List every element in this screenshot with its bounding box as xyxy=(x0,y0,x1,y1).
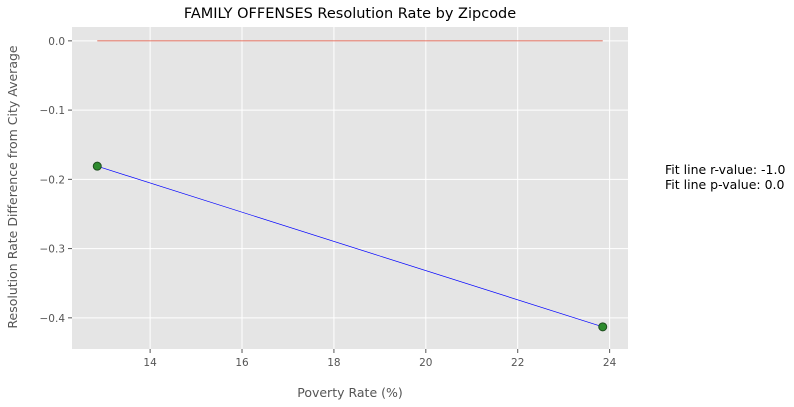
x-tick-label: 22 xyxy=(511,357,524,369)
plot-area xyxy=(72,27,628,349)
y-tick-label: −0.2 xyxy=(40,174,66,186)
data-point xyxy=(598,322,608,332)
y-axis-label: Resolution Rate Difference from City Ave… xyxy=(5,45,20,329)
y-axis-ticks: 0.0 −0.1 −0.2 −0.3 −0.4 xyxy=(40,36,72,325)
data-point xyxy=(92,161,102,171)
fit-r-value-annotation: Fit line r-value: -1.0 xyxy=(665,162,786,177)
y-tick-label: −0.4 xyxy=(40,313,66,325)
x-tick-label: 18 xyxy=(327,357,340,369)
y-tick-label: −0.3 xyxy=(40,244,66,256)
fit-p-value-annotation: Fit line p-value: 0.0 xyxy=(665,177,785,192)
x-axis-label: Poverty Rate (%) xyxy=(297,385,403,400)
x-tick-label: 24 xyxy=(603,357,617,369)
x-tick-label: 20 xyxy=(419,357,432,369)
x-tick-label: 14 xyxy=(143,357,157,369)
y-tick-label: −0.1 xyxy=(40,105,66,117)
x-axis-ticks: 14 16 18 20 22 24 xyxy=(143,349,617,369)
chart-title: FAMILY OFFENSES Resolution Rate by Zipco… xyxy=(184,6,516,22)
fit-line xyxy=(97,165,603,328)
y-tick-label: 0.0 xyxy=(48,36,65,48)
x-tick-label: 16 xyxy=(235,357,249,369)
series-layer xyxy=(92,40,608,332)
